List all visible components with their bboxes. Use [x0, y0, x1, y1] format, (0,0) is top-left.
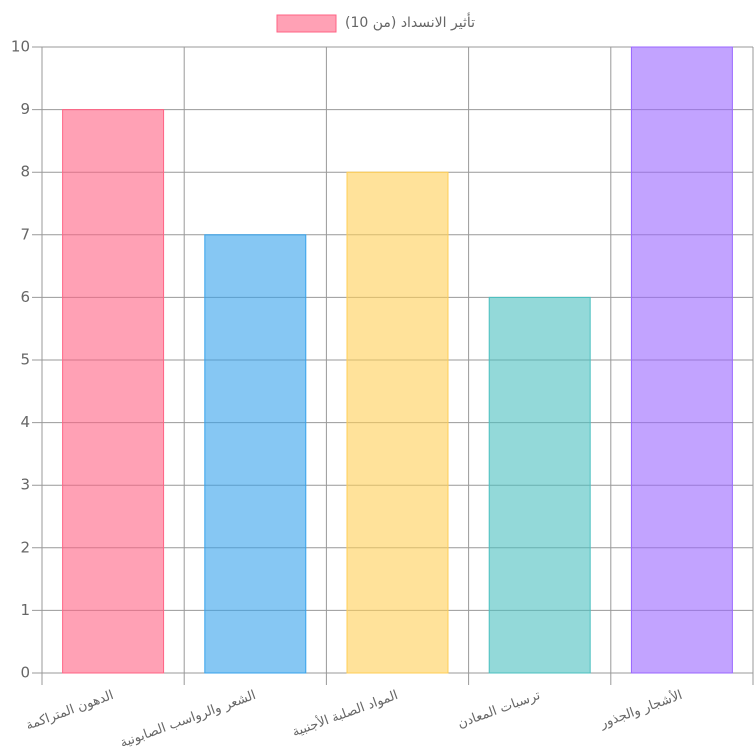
x-tick-label: الشعر والرواسب الصابونية: [118, 688, 258, 750]
y-tick-label: 7: [20, 225, 30, 243]
y-tick-label: 5: [20, 351, 30, 369]
bar: [62, 109, 165, 674]
bar: [488, 296, 591, 674]
y-tick-label: 4: [20, 413, 30, 431]
x-tick-label: الأشجار والجذور: [597, 686, 685, 732]
y-tick-label: 2: [20, 538, 30, 556]
y-tick-label: 10: [11, 38, 30, 56]
x-tick-label: المواد الصلبة الأجنبية: [290, 686, 400, 740]
y-tick-label: 3: [20, 476, 30, 494]
legend-label: تأثير الانسداد (من 10): [345, 12, 475, 31]
bar: [630, 46, 733, 674]
bar: [204, 234, 307, 674]
x-tick-label: الدهون المتراكمة: [24, 688, 116, 734]
y-tick-label: 0: [20, 664, 30, 682]
y-tick-label: 1: [20, 601, 30, 619]
y-tick-label: 8: [20, 163, 30, 181]
x-tick-label: ترسبات المعادن: [456, 688, 543, 732]
y-tick-label: 6: [20, 288, 30, 306]
bar: [346, 171, 449, 674]
legend-swatch: [276, 14, 337, 33]
y-tick-label: 9: [20, 100, 30, 118]
